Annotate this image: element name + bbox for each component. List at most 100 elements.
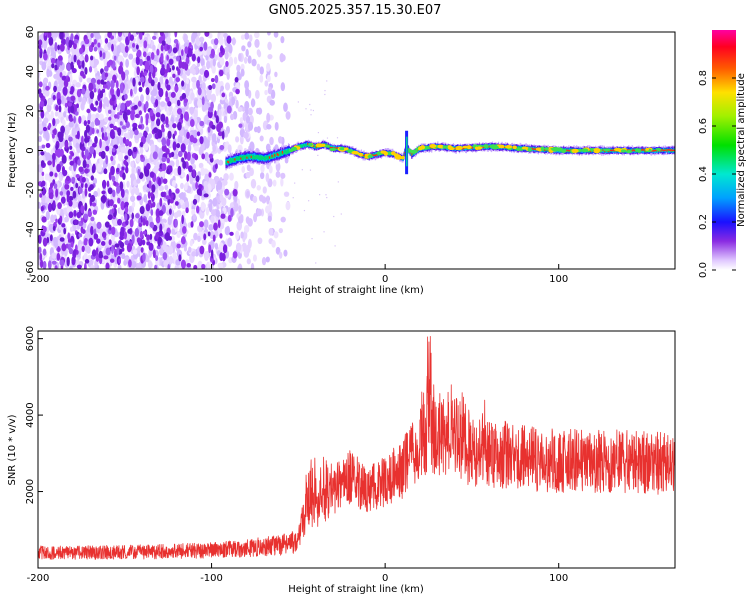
spectrogram-noise-cell [132,249,138,255]
spectrogram-noise-cell [47,32,52,38]
spectrogram-noise-cell [217,188,224,196]
spectrogram-noise-cell [84,54,89,63]
spectrogram-noise-cell [110,87,115,97]
spectrogram-noise-cell [90,216,95,222]
spectrogram-noise-cell [192,213,197,220]
spectrogram-noise-cell [123,159,128,165]
spectrogram-noise-cell [84,183,88,189]
spectrogram-noise-cell [238,215,244,224]
spectrogram-noise-cell [81,97,86,105]
spectrogram-noise-cell [275,170,281,178]
spectrogram-noise-cell [337,181,339,183]
spectrogram-noise-cell [84,129,88,139]
spectrogram-noise-cell [275,246,281,255]
spectrogram-noise-cell [336,137,339,139]
spectrogram-noise-cell [217,219,221,229]
spectrogram-noise-cell [107,214,113,221]
spectrogram-noise-cell [120,102,126,112]
spectrogram-noise-cell [265,172,270,183]
spectrogram-noise-cell [228,56,234,67]
spectrogram-noise-cell [165,116,169,126]
spectrogram-noise-cell [116,167,120,173]
spectrogram-noise-cell [160,66,166,75]
spectrogram-noise-cell [137,168,141,176]
spectrogram-noise-cell [84,202,88,212]
spectrogram-noise-cell [163,260,169,268]
spectrogram-noise-cell [212,144,216,152]
spectrogram-noise-cell [119,110,123,116]
spectrogram-signal-cell [333,145,335,150]
spectrogram-noise-cell [155,112,161,118]
spectrogram-noise-cell [69,155,73,160]
spectrogram-noise-cell [40,205,45,212]
spectrogram-noise-cell [172,47,178,54]
spectrogram-noise-cell [131,166,135,175]
spectrogram-noise-cell [192,169,196,178]
spectrogram-noise-cell [176,142,181,149]
spectrogram-noise-cell [101,190,106,195]
spectrogram-noise-cell [150,79,155,87]
spectrogram-noise-cell [161,164,166,170]
spectrogram-noise-cell [218,69,224,77]
spectrogram-noise-cell [106,180,110,188]
spectrogram-noise-cell [238,53,242,62]
spectrogram-noise-cell [43,77,49,84]
spectrogram-noise-cell [81,88,86,95]
spectrogram-noise-cell [267,41,272,51]
spectrogram-noise-cell [115,80,119,89]
spectrogram-noise-cell [161,144,167,152]
spectrogram-noise-cell [152,201,156,208]
spectrogram-noise-cell [56,163,61,173]
spectrogram-noise-cell [108,116,112,121]
spectrogram-noise-cell [55,218,58,223]
spectrogram-noise-cell [83,262,87,269]
spectrogram-noise-cell [43,117,49,124]
spectrogram-noise-cell [48,98,53,106]
spectrogram-noise-cell [119,181,124,191]
spectrogram-noise-cell [137,124,142,129]
spectrogram-noise-cell [72,190,77,199]
spectrogram-noise-cell [174,85,179,93]
spectrogram-noise-cell [254,32,260,39]
spectrogram-noise-cell [42,126,48,132]
spectrogram-noise-cell [208,244,212,254]
spectrogram-noise-cell [200,201,206,212]
spectrogram-noise-cell [177,134,183,145]
spectrogram-noise-cell [183,98,189,104]
spectrogram-noise-cell [262,186,267,194]
spectrogram-noise-cell [136,178,141,184]
spectrogram-noise-cell [311,238,313,240]
spectrogram-noise-cell [221,92,226,98]
spectrogram-noise-cell [118,65,124,75]
spectrogram-noise-cell [71,200,77,209]
spectrogram-noise-cell [68,200,73,207]
spectrogram-noise-cell [242,112,247,122]
spectrogram-noise-cell [285,111,291,120]
spectrogram-noise-cell [62,119,66,127]
spectrogram-noise-cell [211,133,217,143]
spectrogram-noise-cell [45,85,50,91]
spectrogram-noise-cell [134,227,140,237]
spectrogram-noise-cell [212,197,218,207]
spectrogram-noise-cell [131,42,136,48]
spectrogram-noise-cell [60,196,66,204]
spectrogram-noise-cell [334,245,336,247]
spectrogram-noise-cell [150,209,154,216]
spectrogram-noise-cell [229,172,234,181]
spectrogram-noise-cell [41,171,45,177]
spectrogram-noise-cell [131,260,137,269]
spectrogram-noise-cell [124,32,129,38]
spectrogram-noise-cell [152,151,158,160]
spectrogram-noise-cell [256,49,261,56]
spectrogram-noise-cell [41,144,46,149]
spectrogram-noise-cell [120,226,125,234]
spectrogram-noise-cell [292,197,294,199]
spectrogram-noise-cell [63,111,67,118]
spectrogram-noise-cell [172,73,176,79]
spectrogram-noise-cell [178,59,183,69]
spectrogram-noise-cell [125,219,129,226]
spectrogram-noise-cell [125,109,131,116]
spectrogram-noise-cell [157,177,162,187]
spectrogram-noise-cell [210,215,215,224]
spectrogram-noise-cell [154,264,158,269]
